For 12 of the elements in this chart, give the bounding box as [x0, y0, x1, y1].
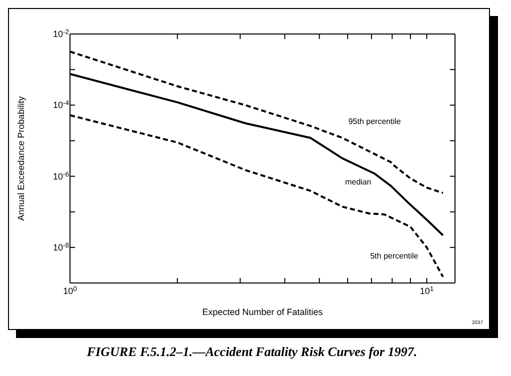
y-axis-title: Annual Exceedance Probability	[16, 96, 26, 221]
x-axis-title: Expected Number of Fatalities	[202, 307, 324, 317]
x-tick-label: 10$^{1}$	[420, 286, 434, 296]
series-label: median	[345, 177, 372, 186]
y-tick-label: 10$^{-4}$	[52, 100, 70, 110]
series-label: 95th percentile	[348, 116, 402, 126]
text: FIGURE F.5.1.2–1.—Accident Fatality Risk Curves for 1997.	[86, 344, 418, 360]
series-label: 5th percentile	[370, 251, 419, 260]
y-tick-label: 10$^{-2}$	[52, 28, 70, 39]
y-tick-label: 10$^{-6}$	[52, 170, 70, 182]
y-tick-label: 10$^{-8}$	[52, 242, 70, 252]
x-tick-label: 10$^{0}$	[63, 286, 78, 296]
